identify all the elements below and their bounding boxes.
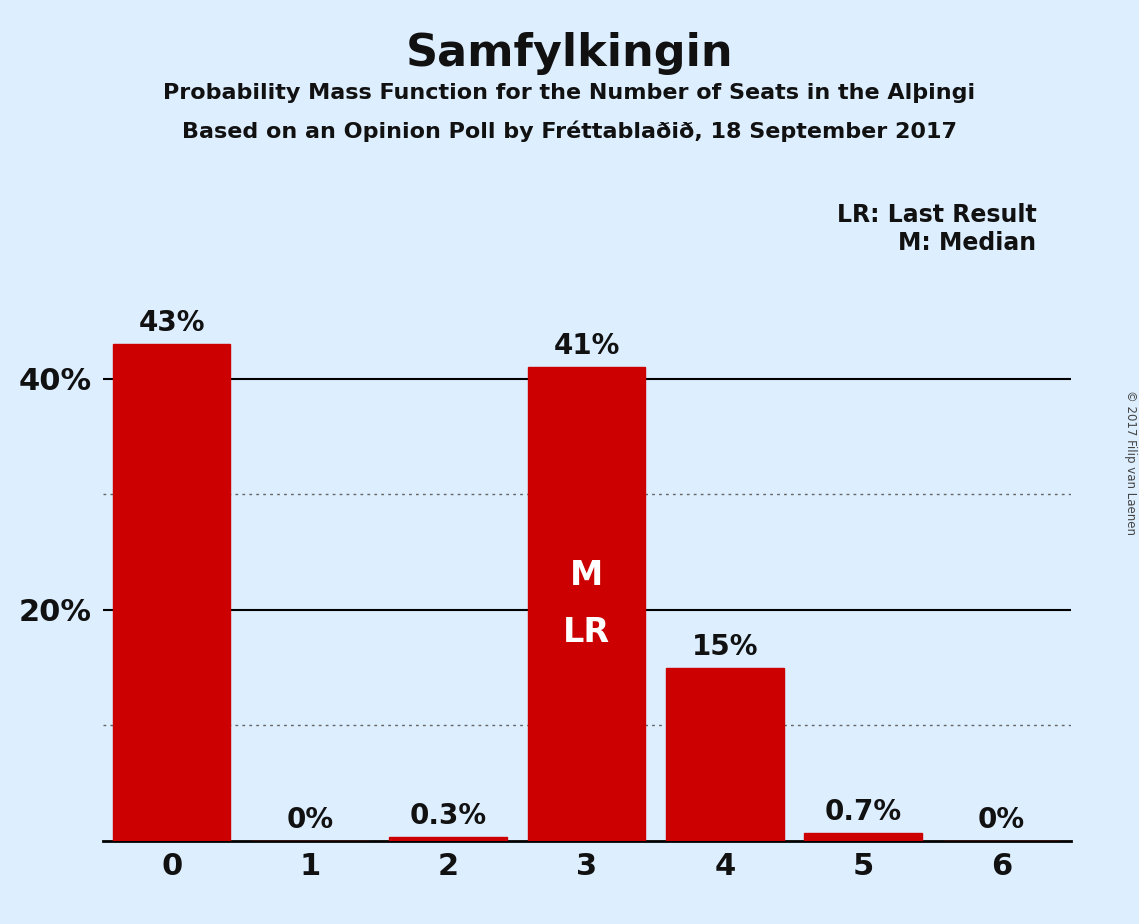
Text: 0%: 0% (978, 806, 1025, 833)
Bar (527, 368, 646, 841)
Text: 41%: 41% (554, 333, 620, 360)
Text: LR: LR (563, 616, 611, 650)
Text: Probability Mass Function for the Number of Seats in the Alþingi: Probability Mass Function for the Number… (163, 83, 976, 103)
Text: © 2017 Filip van Laenen: © 2017 Filip van Laenen (1124, 390, 1137, 534)
Bar (804, 833, 921, 841)
Text: Samfylkingin: Samfylkingin (405, 32, 734, 76)
Bar (113, 345, 230, 841)
Text: M: M (570, 559, 604, 591)
Bar (390, 837, 507, 841)
Text: Based on an Opinion Poll by Fréttablaðið, 18 September 2017: Based on an Opinion Poll by Fréttablaðið… (182, 120, 957, 141)
Text: 0%: 0% (286, 806, 334, 833)
Text: 0.3%: 0.3% (410, 802, 486, 831)
Text: 0.7%: 0.7% (825, 797, 902, 826)
Text: 15%: 15% (691, 633, 759, 661)
Text: 43%: 43% (139, 310, 205, 337)
Bar (666, 667, 784, 841)
Text: M: Median: M: Median (899, 231, 1036, 255)
Text: LR: Last Result: LR: Last Result (837, 203, 1036, 227)
